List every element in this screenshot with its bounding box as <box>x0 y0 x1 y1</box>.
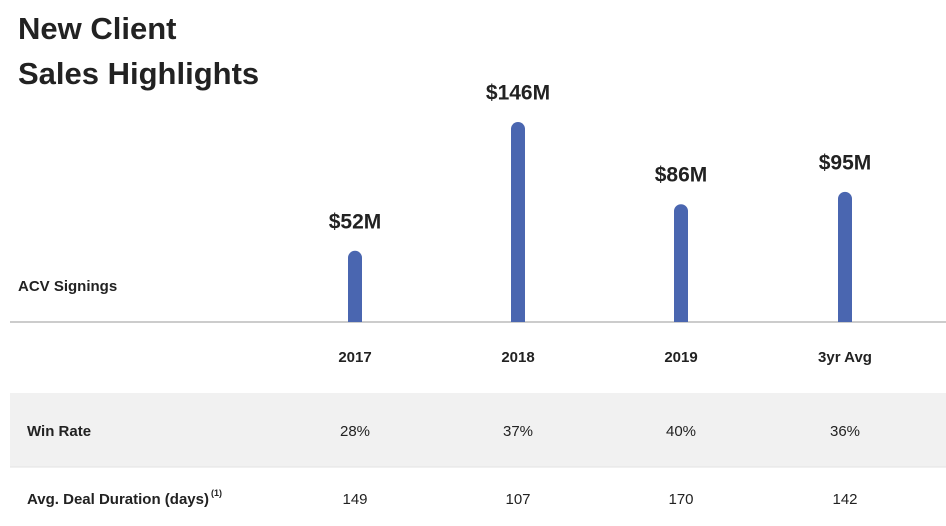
table-cell: 170 <box>668 491 693 508</box>
row-label-text: Avg. Deal Duration (days) <box>27 491 209 508</box>
bar <box>838 191 853 322</box>
x-tick-label: 2018 <box>501 349 534 366</box>
table-cell: 37% <box>503 423 533 440</box>
row-band <box>10 393 946 467</box>
x-tick-label: 2019 <box>664 349 697 366</box>
row-label: Win Rate <box>27 423 91 440</box>
x-tick-label: 2017 <box>338 349 371 366</box>
footnote-mark: (1) <box>211 488 222 498</box>
row-label-text: Win Rate <box>27 423 91 440</box>
table-cell: 28% <box>340 423 370 440</box>
chart-title: New Client <box>18 11 176 46</box>
value-label: $95M <box>819 151 872 174</box>
bar <box>511 122 525 322</box>
table-cell: 142 <box>832 491 857 508</box>
table-cell: 40% <box>666 423 696 440</box>
y-label: ACV Signings <box>18 278 117 295</box>
table-cell: 107 <box>505 491 530 508</box>
chart-title: Sales Highlights <box>18 56 259 91</box>
row-label: Avg. Deal Duration (days) (1) <box>27 488 222 508</box>
bar <box>674 204 689 322</box>
value-label: $86M <box>655 164 708 187</box>
x-tick-label: 3yr Avg <box>818 349 872 366</box>
table-cell: 149 <box>342 491 367 508</box>
value-label: $146M <box>486 82 550 105</box>
bar <box>348 250 362 322</box>
value-label: $52M <box>329 210 382 233</box>
table-cell: 36% <box>830 423 860 440</box>
